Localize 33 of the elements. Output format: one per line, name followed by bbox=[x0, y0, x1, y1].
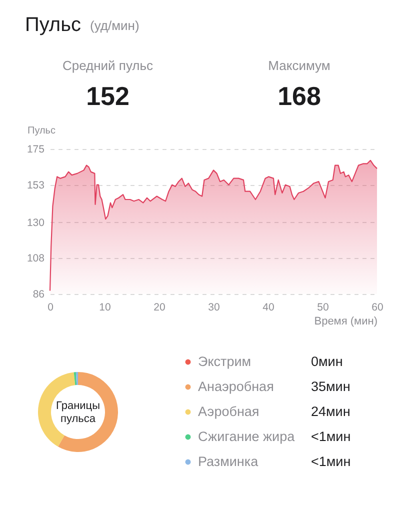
chart-subtitle: (уд/мин) bbox=[90, 18, 140, 33]
data-label: 24мин bbox=[311, 404, 350, 419]
x-tick-label: 10 bbox=[99, 302, 111, 314]
donut-slice bbox=[58, 372, 118, 452]
legend-label: Разминка bbox=[198, 454, 259, 469]
y-tick-label: 130 bbox=[26, 216, 45, 229]
x-tick-label: 60 bbox=[372, 302, 384, 314]
donut-slice bbox=[74, 372, 77, 386]
data-label: <1мин bbox=[311, 429, 351, 444]
x-tick-label: 50 bbox=[317, 302, 329, 314]
x-tick-label: 0 bbox=[48, 302, 54, 314]
legend-label: Анаэробная bbox=[198, 379, 274, 394]
text: Границы пульса bbox=[56, 400, 100, 425]
x-tick-label: 20 bbox=[154, 302, 166, 314]
x-tick-label: 30 bbox=[208, 302, 220, 314]
text: 152 bbox=[86, 81, 130, 111]
y-tick-label: 175 bbox=[26, 144, 45, 156]
chart-title: Пульс bbox=[25, 14, 82, 36]
legend-label: Экстрим bbox=[198, 354, 252, 369]
y-axis-title: Пульс bbox=[28, 126, 56, 136]
legend-label: Аэробная bbox=[198, 404, 260, 419]
text: Максимум bbox=[268, 58, 330, 73]
text: 168 bbox=[278, 81, 321, 111]
text: Средний пульс bbox=[62, 58, 154, 73]
data-label: 35мин bbox=[311, 379, 350, 394]
legend-label: Сжигание жира bbox=[198, 429, 296, 444]
y-tick-label: 108 bbox=[26, 252, 45, 265]
y-tick-label: 86 bbox=[32, 288, 45, 300]
data-label: <1мин bbox=[311, 454, 351, 469]
x-axis-title: Время (мин) bbox=[314, 316, 378, 328]
x-tick-label: 40 bbox=[262, 302, 274, 314]
text: 0мин bbox=[311, 354, 343, 369]
y-tick-label: 153 bbox=[26, 179, 45, 192]
